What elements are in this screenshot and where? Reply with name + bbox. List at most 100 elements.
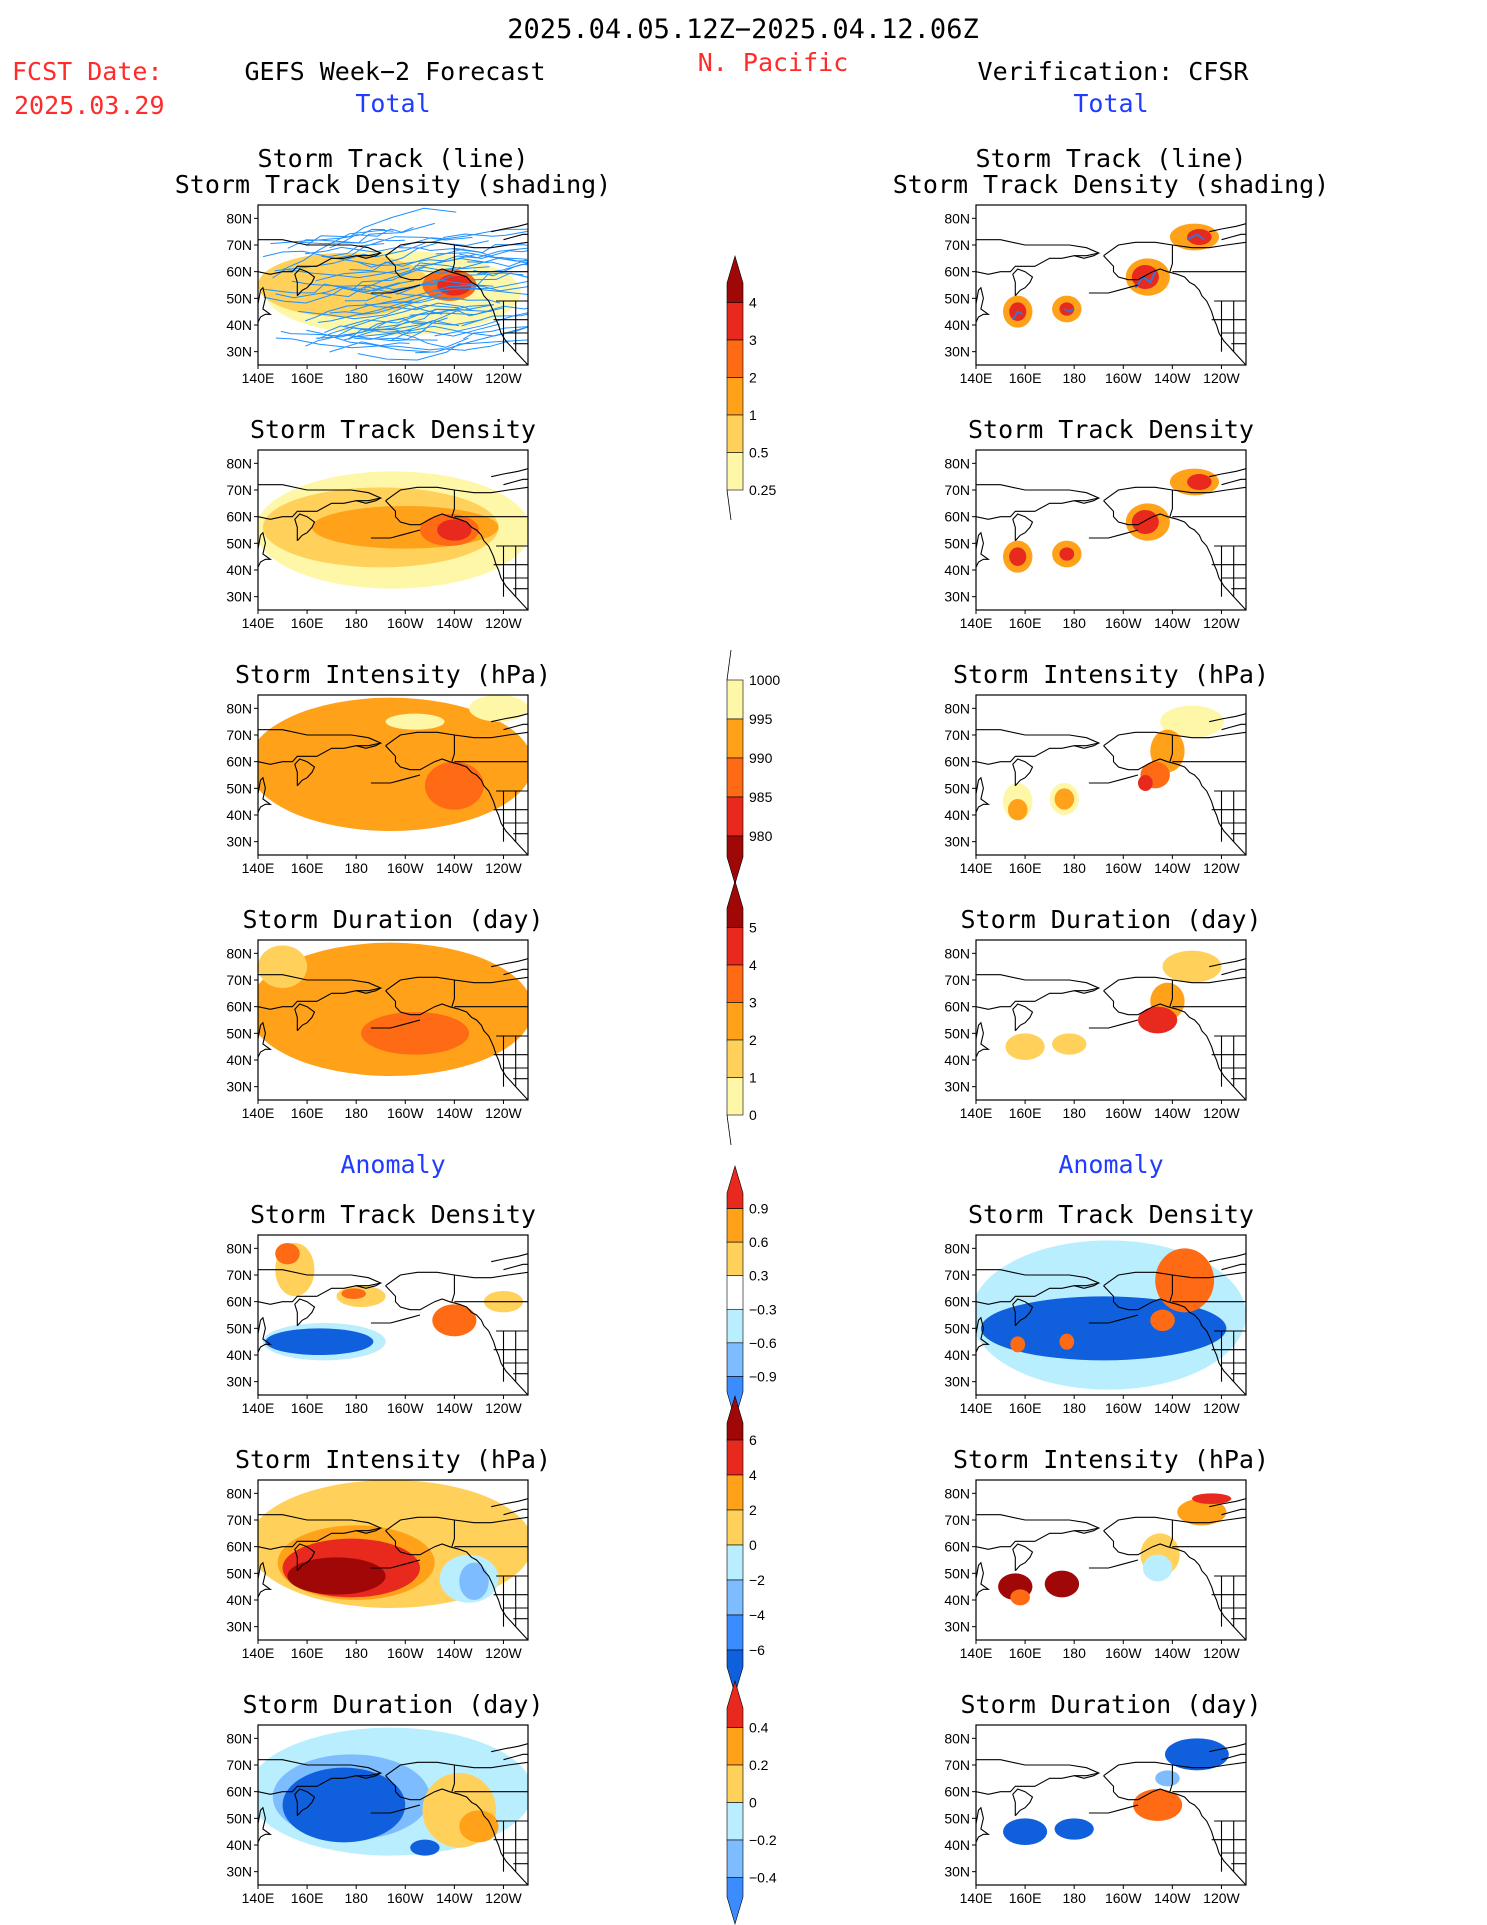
coastline [258,1021,273,1058]
colorbar-label: −6 [749,1642,765,1658]
coastline [491,1498,528,1508]
lon-tick-label: 140W [436,860,473,876]
lon-tick-label: 160E [291,370,324,386]
lat-tick-label: 30N [944,1079,970,1095]
storm-track [305,300,413,322]
map-frame [257,1724,529,1886]
lat-tick-label: 60N [944,1539,970,1555]
colorbar-segment [726,1649,744,1696]
storm-track [343,319,483,341]
coastline [370,1559,421,1569]
storm-track [329,341,467,353]
lon-tick-label: 120W [1203,1645,1240,1661]
coastline [503,968,528,976]
lon-tick-label: 140E [960,860,993,876]
lon-tick-label: 160W [387,1645,424,1661]
lat-tick-label: 80N [944,1730,970,1746]
coastline [451,1275,455,1302]
coastline [1012,1003,1034,1032]
colorbar-duration_anom: 0.4 0.2 0 −0.2 −0.4 [726,1679,777,1925]
lon-tick-label: 160E [1009,1400,1042,1416]
colorbar-label: 0 [749,1795,757,1811]
lat-tick-label: 50N [226,1810,252,1826]
lat-tick-label: 40N [226,1347,252,1363]
coastline [1103,976,1246,992]
lon-tick-label: 140W [436,1890,473,1906]
lon-tick-label: 120W [485,1400,522,1416]
coastline [1012,1788,1034,1817]
colorbar-segment [726,1308,744,1344]
colorbar-label: 2 [749,1032,757,1048]
coastline [1209,713,1246,723]
coastline [1221,1508,1246,1516]
lat-tick-label: 70N [944,727,970,743]
lon-tick-label: 140E [960,615,993,631]
map-panel-left-1: Storm Track Density 140E 160E 180 160W 140W 12… [226,415,536,631]
coastline [491,1253,528,1263]
coastline [1074,252,1099,259]
coastline [1103,1271,1246,1287]
coastline [370,1019,421,1029]
coastline [1221,1263,1246,1271]
panel-title: Storm Duration (day) [960,905,1261,934]
coastline [356,497,381,504]
lon-tick-label: 160W [387,1890,424,1906]
coastline [258,531,273,568]
colorbar-label: 4 [749,1467,757,1483]
lat-tick-label: 60N [944,509,970,525]
storm-track [391,312,528,341]
lon-tick-label: 140E [960,1645,993,1661]
coastline [370,284,421,294]
lon-tick-label: 160W [387,1105,424,1121]
colorbar-segment [726,452,744,491]
lat-tick-label: 30N [226,1864,252,1880]
lat-tick-label: 60N [226,1294,252,1310]
lon-tick-label: 160E [291,1645,324,1661]
lat-tick-label: 40N [226,807,252,823]
lon-tick-label: 160W [387,615,424,631]
coastline [1103,486,1246,502]
shading-blob [432,1304,477,1337]
lat-tick-label: 40N [226,1592,252,1608]
coastline [1012,758,1034,787]
coastline [1221,723,1246,731]
shading-blob [1054,1818,1094,1840]
panel-title: Storm Track (line) [976,144,1247,173]
lon-tick-label: 160E [1009,1890,1042,1906]
lat-tick-label: 70N [944,237,970,253]
coastline [451,490,455,517]
coastline [503,478,528,486]
lon-tick-label: 140W [1154,1400,1191,1416]
coastline [294,1543,316,1572]
shading-blob [1009,547,1027,567]
lat-tick-label: 30N [944,834,970,850]
lat-tick-label: 80N [944,945,970,961]
coastline [370,1804,421,1814]
lon-tick-label: 160E [291,1105,324,1121]
colorbar-label: 2 [749,370,757,386]
shading-blob [1044,1570,1080,1598]
lat-tick-label: 40N [226,562,252,578]
lon-tick-label: 120W [485,370,522,386]
shading-blob [1155,1248,1215,1313]
lat-tick-label: 70N [944,972,970,988]
lon-tick-label: 140W [436,1400,473,1416]
coastline [1088,774,1139,784]
panel-title: Storm Track Density [250,415,536,444]
coastline [491,1743,528,1753]
shading-blob [1131,510,1159,534]
lat-tick-label: 50N [944,535,970,551]
lat-tick-label: 40N [226,317,252,333]
storm-track [317,296,447,323]
lon-tick-label: 140W [436,370,473,386]
lat-tick-label: 50N [944,290,970,306]
lon-tick-label: 160E [291,860,324,876]
shading-blob [1133,1789,1183,1821]
lon-tick-label: 160E [1009,1645,1042,1661]
lon-tick-label: 180 [345,1400,369,1416]
coastline [1169,735,1173,762]
storm-track [280,327,413,337]
coastline [1209,1743,1246,1753]
storm-track [304,237,446,255]
lon-tick-label: 120W [485,1890,522,1906]
